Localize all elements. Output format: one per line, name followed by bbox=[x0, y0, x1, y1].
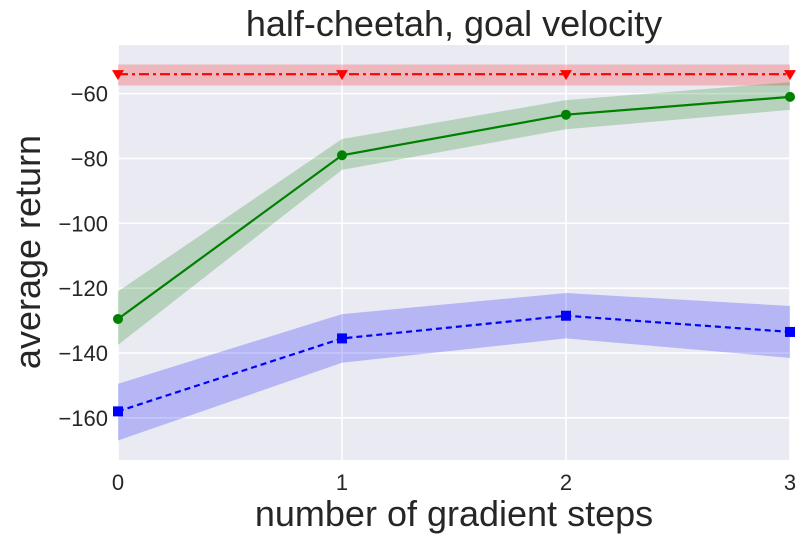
data-point bbox=[337, 333, 347, 344]
x-tick-label: 3 bbox=[784, 470, 796, 495]
y-tick-label: −120 bbox=[58, 276, 108, 301]
x-tick-label: 0 bbox=[112, 470, 124, 495]
confidence-band bbox=[118, 293, 790, 441]
x-tick-label: 1 bbox=[336, 470, 348, 495]
y-axis-label: average return bbox=[7, 135, 48, 369]
data-point bbox=[560, 70, 572, 81]
x-axis-label: number of gradient steps bbox=[255, 493, 653, 534]
plot-background bbox=[118, 45, 790, 460]
chart-title: half-cheetah, goal velocity bbox=[246, 3, 662, 44]
data-point bbox=[561, 310, 571, 321]
data-point bbox=[336, 70, 348, 81]
data-point bbox=[785, 91, 795, 102]
series-line bbox=[117, 95, 791, 320]
data-point bbox=[113, 313, 123, 324]
data-point bbox=[784, 70, 796, 81]
series-lines bbox=[117, 73, 791, 413]
x-tick-label: 2 bbox=[560, 470, 572, 495]
y-tick-label: −100 bbox=[58, 211, 108, 236]
y-tick-labels: −160 −140 −120 −100 −80 −60 bbox=[58, 82, 108, 431]
series-markers bbox=[112, 70, 796, 417]
series-line bbox=[117, 314, 791, 413]
y-tick-label: −140 bbox=[58, 341, 108, 366]
data-point bbox=[113, 406, 123, 417]
data-point bbox=[112, 70, 124, 81]
data-point bbox=[785, 326, 795, 337]
data-point bbox=[337, 150, 347, 161]
y-tick-label: −60 bbox=[71, 82, 108, 107]
data-point bbox=[561, 109, 571, 120]
y-tick-label: −80 bbox=[71, 146, 108, 171]
x-tick-labels: 0 1 2 3 bbox=[112, 470, 796, 495]
y-tick-label: −160 bbox=[58, 406, 108, 431]
